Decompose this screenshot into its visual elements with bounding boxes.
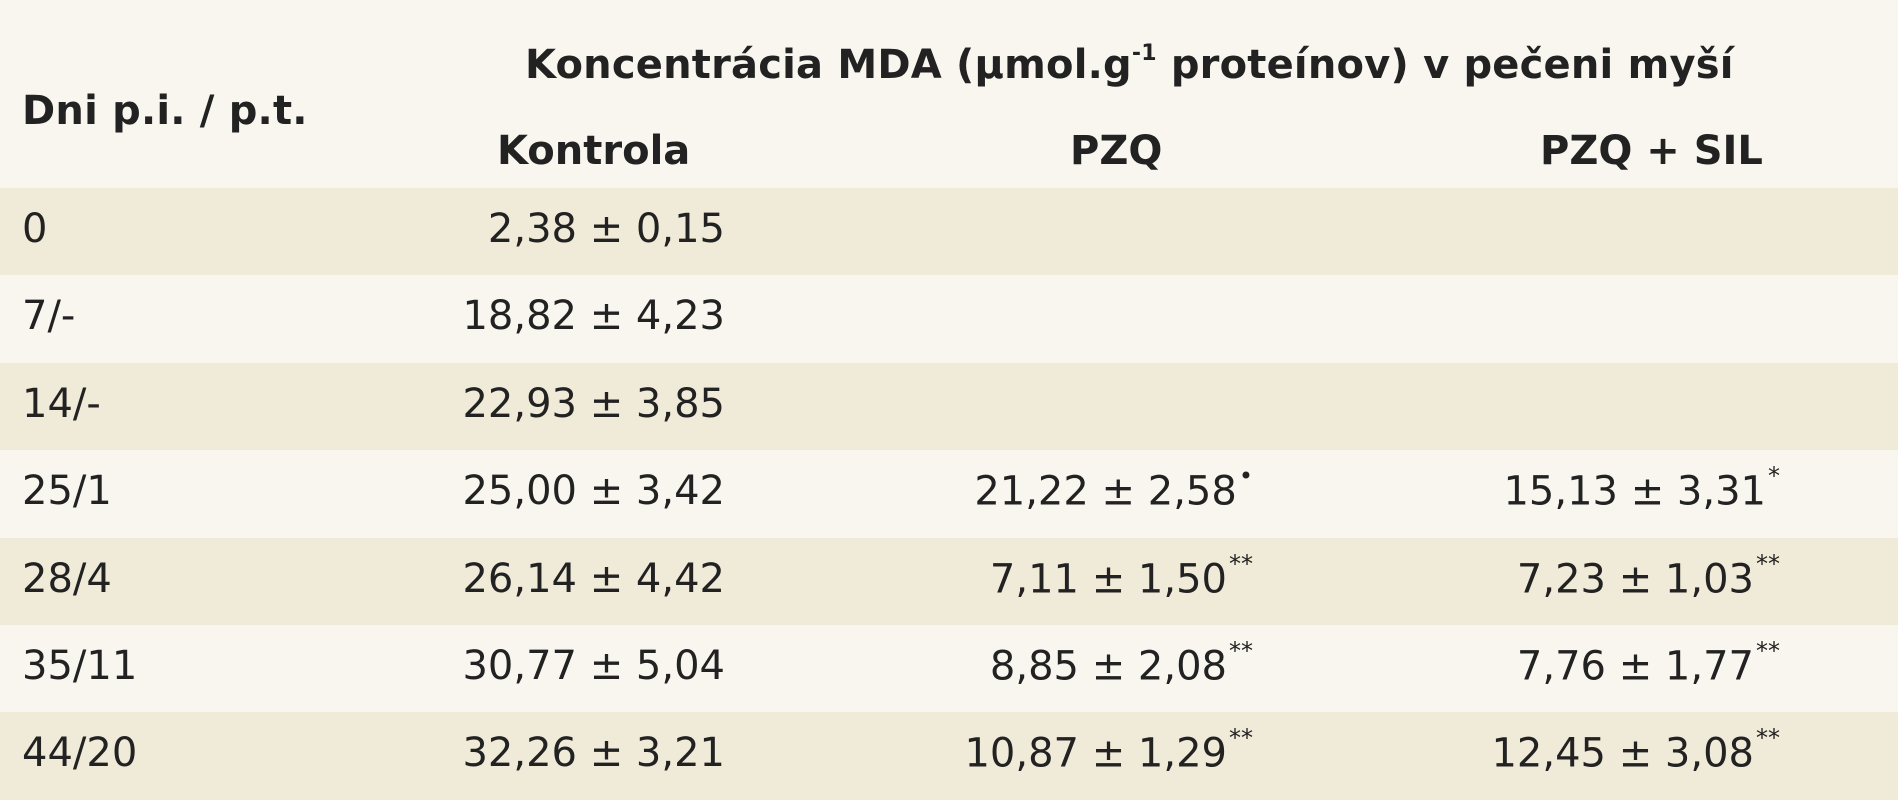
title-pre: Koncentrácia MDA (µmol.g — [525, 42, 1132, 88]
cell-value: 8,85 ± 2,08 — [989, 643, 1227, 690]
cell-kontrola: 32,26 ± 3,21 — [462, 730, 725, 777]
cell-pzq-sil — [1778, 381, 1780, 427]
row-label: 7/- — [22, 293, 76, 340]
table-row: 44/20 32,26 ± 3,21 10,87 ± 1,29** 12,45 … — [0, 712, 1898, 800]
significance-mark: ** — [1229, 724, 1253, 753]
row-label: 28/4 — [22, 555, 112, 602]
cell-value: 7,76 ± 1,77 — [1516, 643, 1754, 690]
row-label-header: Dni p.i. / p.t. — [22, 88, 308, 134]
table-row: 35/11 30,77 ± 5,04 8,85 ± 2,08** 7,76 ± … — [0, 624, 1898, 713]
column-header-kontrola: Kontrola — [497, 128, 691, 174]
significance-mark: ** — [1756, 724, 1780, 753]
cell-pzq: 10,87 ± 1,29** — [964, 724, 1253, 777]
cell-pzq: 21,22 ± 2,58• — [974, 462, 1253, 515]
cell-pzq — [1251, 206, 1253, 252]
table-row: 14/- 22,93 ± 3,85 — [0, 362, 1898, 451]
table-row: 7/- 18,82 ± 4,23 — [0, 275, 1898, 363]
cell-kontrola: 25,00 ± 3,42 — [462, 468, 725, 515]
significance-mark: ** — [1756, 636, 1780, 665]
cell-value: 7,23 ± 1,03 — [1516, 555, 1754, 602]
cell-pzq-sil — [1778, 293, 1780, 339]
column-header-pzq: PZQ — [1070, 128, 1163, 174]
cell-value: 7,11 ± 1,50 — [989, 555, 1227, 602]
table-title: Koncentrácia MDA (µmol.g-1 proteínov) v … — [525, 40, 1734, 88]
table-row: 0 2,38 ± 0,15 — [0, 188, 1898, 276]
cell-kontrola: 26,14 ± 4,42 — [462, 555, 725, 602]
cell-kontrola: 18,82 ± 4,23 — [462, 293, 725, 340]
row-label: 35/11 — [22, 642, 138, 689]
cell-pzq-sil: 7,23 ± 1,03** — [1516, 550, 1780, 602]
significance-mark: ** — [1229, 636, 1253, 665]
column-header-pzq-sil: PZQ + SIL — [1540, 128, 1763, 174]
cell-pzq: 8,85 ± 2,08** — [989, 637, 1253, 690]
cell-value: 21,22 ± 2,58 — [974, 468, 1237, 515]
cell-pzq — [1251, 381, 1253, 427]
cell-pzq-sil — [1778, 206, 1780, 252]
significance-mark: ** — [1756, 549, 1780, 578]
significance-mark: • — [1238, 462, 1253, 491]
cell-value: 12,45 ± 3,08 — [1491, 730, 1754, 777]
cell-kontrola: 30,77 ± 5,04 — [462, 642, 725, 689]
table-row: 28/4 26,14 ± 4,42 7,11 ± 1,50** 7,23 ± 1… — [0, 537, 1898, 625]
cell-pzq-sil: 12,45 ± 3,08** — [1491, 724, 1780, 777]
row-label: 0 — [22, 206, 48, 252]
title-post: proteínov) v pečeni myší — [1156, 42, 1734, 88]
table-header: Dni p.i. / p.t. Koncentrácia MDA (µmol.g… — [0, 0, 1898, 188]
cell-kontrola: 2,38 ± 0,15 — [487, 206, 725, 252]
significance-mark: * — [1768, 462, 1780, 491]
table-row: 25/1 25,00 ± 3,42 21,22 ± 2,58• 15,13 ± … — [0, 450, 1898, 538]
cell-pzq-sil: 15,13 ± 3,31* — [1503, 462, 1780, 515]
cell-value: 15,13 ± 3,31 — [1503, 468, 1766, 515]
cell-pzq: 7,11 ± 1,50** — [989, 550, 1253, 602]
row-label: 25/1 — [22, 468, 112, 515]
row-label: 14/- — [22, 380, 101, 427]
cell-kontrola: 22,93 ± 3,85 — [462, 380, 725, 427]
significance-mark: ** — [1229, 549, 1253, 578]
cell-pzq-sil: 7,76 ± 1,77** — [1516, 637, 1780, 690]
cell-value: 10,87 ± 1,29 — [964, 730, 1227, 777]
title-sup: -1 — [1131, 40, 1157, 66]
cell-pzq — [1251, 293, 1253, 339]
row-label: 44/20 — [22, 730, 138, 777]
